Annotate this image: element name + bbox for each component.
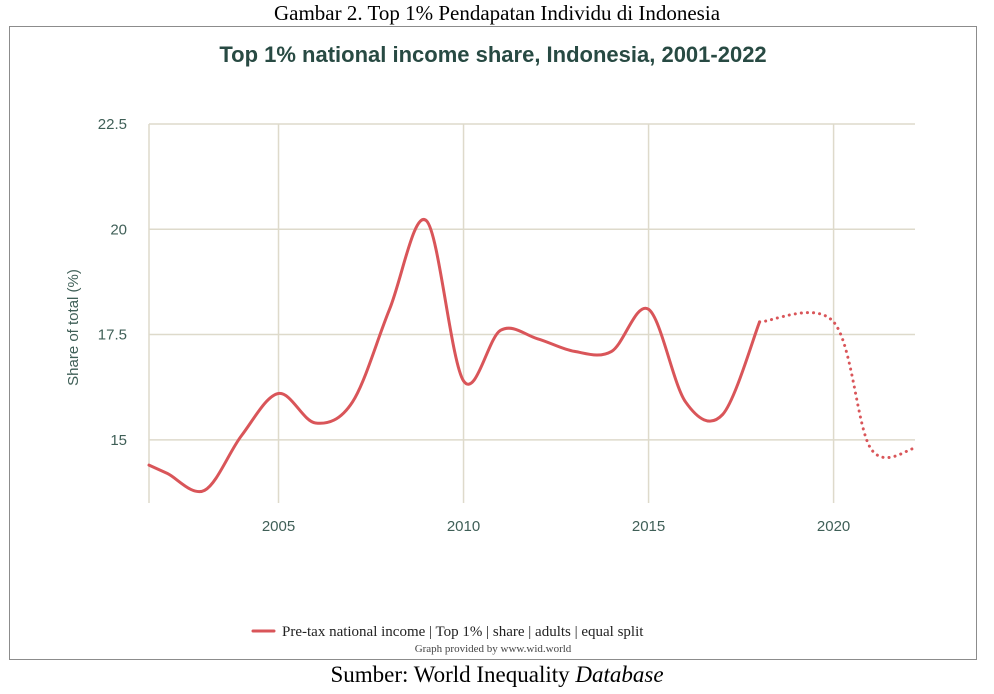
grid bbox=[149, 123, 915, 503]
series-line-projection bbox=[758, 311, 917, 460]
y-tick-label: 15 bbox=[110, 432, 127, 449]
y-tick-label: 22.5 bbox=[98, 116, 127, 133]
source-caption: Sumber: World Inequality Database bbox=[0, 662, 994, 688]
series-lines bbox=[147, 218, 917, 494]
x-tick-label: 2005 bbox=[262, 518, 295, 535]
chart-frame: Top 1% national income share, Indonesia,… bbox=[9, 26, 977, 660]
x-tick-label: 2015 bbox=[632, 518, 665, 535]
x-tick-label: 2020 bbox=[817, 518, 850, 535]
chart-title: Top 1% national income share, Indonesia,… bbox=[219, 42, 766, 67]
y-axis-label: Share of total (%) bbox=[65, 269, 82, 386]
figure-caption: Gambar 2. Top 1% Pendapatan Individu di … bbox=[273, 1, 721, 25]
x-tick-label: 2010 bbox=[447, 518, 480, 535]
axes: 15 17.5 20 22.5 2005 2010 2015 2020 bbox=[98, 116, 850, 535]
series-line-main bbox=[147, 218, 762, 494]
y-tick-label: 20 bbox=[110, 221, 127, 238]
line-chart: Top 1% national income share, Indonesia,… bbox=[65, 42, 917, 655]
legend: Pre-tax national income | Top 1% | share… bbox=[251, 624, 644, 655]
credit-text: Graph provided by www.wid.world bbox=[415, 643, 572, 655]
source-emphasis: Database bbox=[575, 662, 664, 687]
source-prefix: Sumber: World Inequality bbox=[330, 662, 576, 687]
legend-label: Pre-tax national income | Top 1% | share… bbox=[282, 624, 644, 640]
y-tick-label: 17.5 bbox=[98, 327, 127, 344]
